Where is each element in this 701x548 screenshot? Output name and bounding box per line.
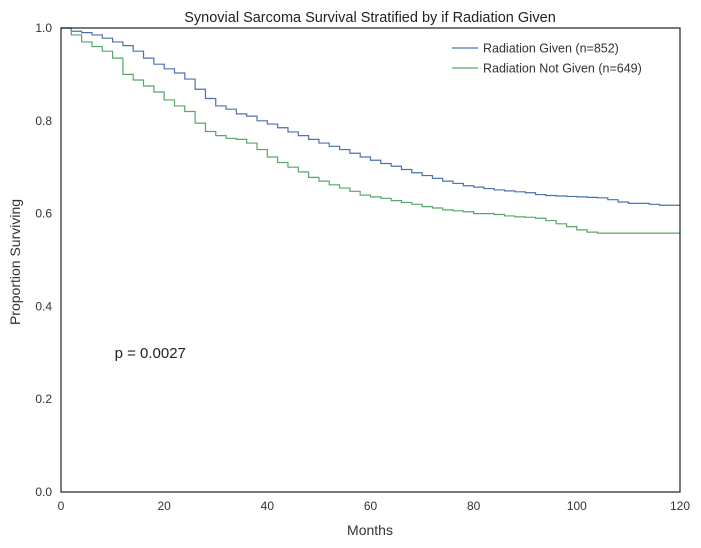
- y-tick-label: 1.0: [35, 21, 52, 35]
- legend-entry-1: Radiation Given (n=852): [483, 42, 619, 56]
- y-tick-label: 0.4: [35, 299, 52, 313]
- x-tick-label: 0: [58, 499, 65, 513]
- axis-ticks: 0 20 40 60 80 100 120 0.0 0.2 0.4 0.6 0.8 1.0: [35, 21, 690, 513]
- legend: Radiation Given (n=852) Radiation Not Giv…: [452, 42, 642, 76]
- x-tick-label: 20: [157, 499, 171, 513]
- y-tick-label: 0.6: [35, 207, 52, 221]
- series-line-2: [61, 27, 680, 234]
- x-tick-label: 120: [670, 499, 690, 513]
- y-axis-label: Proportion Surviving: [7, 199, 23, 325]
- x-tick-label: 60: [364, 499, 378, 513]
- x-axis-label: Months: [347, 522, 393, 538]
- y-tick-label: 0.8: [35, 114, 52, 128]
- legend-entry-2: Radiation Not Given (n=649): [483, 62, 642, 76]
- x-tick-label: 100: [567, 499, 587, 513]
- y-tick-label: 0.0: [35, 485, 52, 499]
- plot-frame: [60, 27, 681, 493]
- y-tick-label: 0.2: [35, 392, 52, 406]
- p-value-annotation: p = 0.0027: [115, 345, 186, 362]
- survival-curves: [61, 27, 680, 234]
- series-line-1: [61, 27, 680, 206]
- x-tick-label: 80: [467, 499, 481, 513]
- chart-title: Synovial Sarcoma Survival Stratified by …: [184, 10, 556, 26]
- x-tick-label: 40: [261, 499, 275, 513]
